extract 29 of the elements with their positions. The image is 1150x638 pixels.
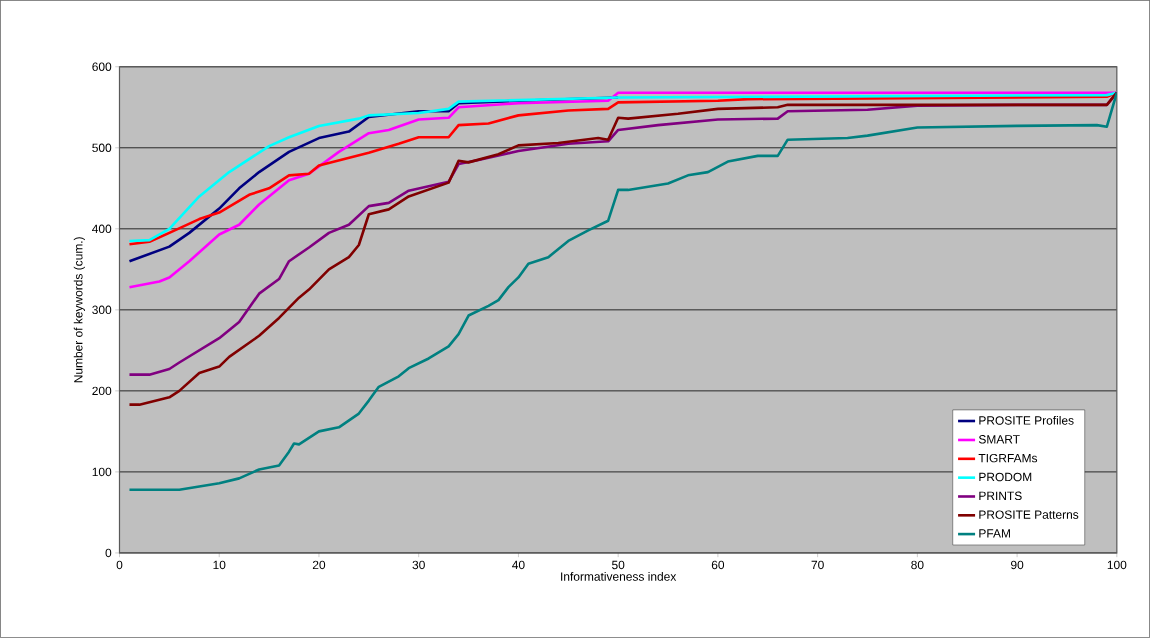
legend-label: PROSITE Patterns bbox=[979, 510, 1079, 519]
x-tick-label: 50 bbox=[612, 560, 625, 570]
x-tick-label: 100 bbox=[1107, 560, 1127, 570]
x-axis-title: Informativeness index bbox=[561, 572, 677, 581]
y-tick-label: 600 bbox=[92, 62, 112, 72]
x-tick-label: 80 bbox=[911, 560, 924, 570]
line-series bbox=[128, 91, 1117, 289]
legend-label: PROSITE Profiles bbox=[979, 416, 1074, 425]
x-tick-label: 70 bbox=[811, 560, 824, 570]
legend-label: SMART bbox=[978, 435, 1020, 444]
x-tick-label: 90 bbox=[1011, 560, 1024, 570]
x-tick-label: 20 bbox=[312, 560, 326, 570]
x-tick-label: 40 bbox=[512, 560, 525, 570]
legend-label: TIGRFAMs bbox=[978, 454, 1038, 463]
y-tick-label: 500 bbox=[92, 143, 112, 153]
y-tick-label: 400 bbox=[92, 224, 112, 234]
x-tick-label: 0 bbox=[116, 560, 123, 570]
x-tick-label: 10 bbox=[213, 560, 226, 570]
y-axis-title: Number of keywords (cum.) bbox=[73, 237, 85, 383]
y-tick-label: 300 bbox=[92, 305, 112, 315]
line-series bbox=[128, 91, 1117, 492]
y-tick-label: 0 bbox=[105, 548, 112, 558]
legend-label: PRINTS bbox=[979, 491, 1022, 501]
y-tick-label: 100 bbox=[92, 467, 112, 477]
legend-label: PRODOM bbox=[979, 472, 1032, 482]
y-tick-label: 200 bbox=[92, 386, 112, 396]
x-tick-label: 60 bbox=[711, 560, 725, 570]
x-tick-label: 30 bbox=[412, 560, 425, 570]
legend-label: PFAM bbox=[979, 529, 1010, 538]
